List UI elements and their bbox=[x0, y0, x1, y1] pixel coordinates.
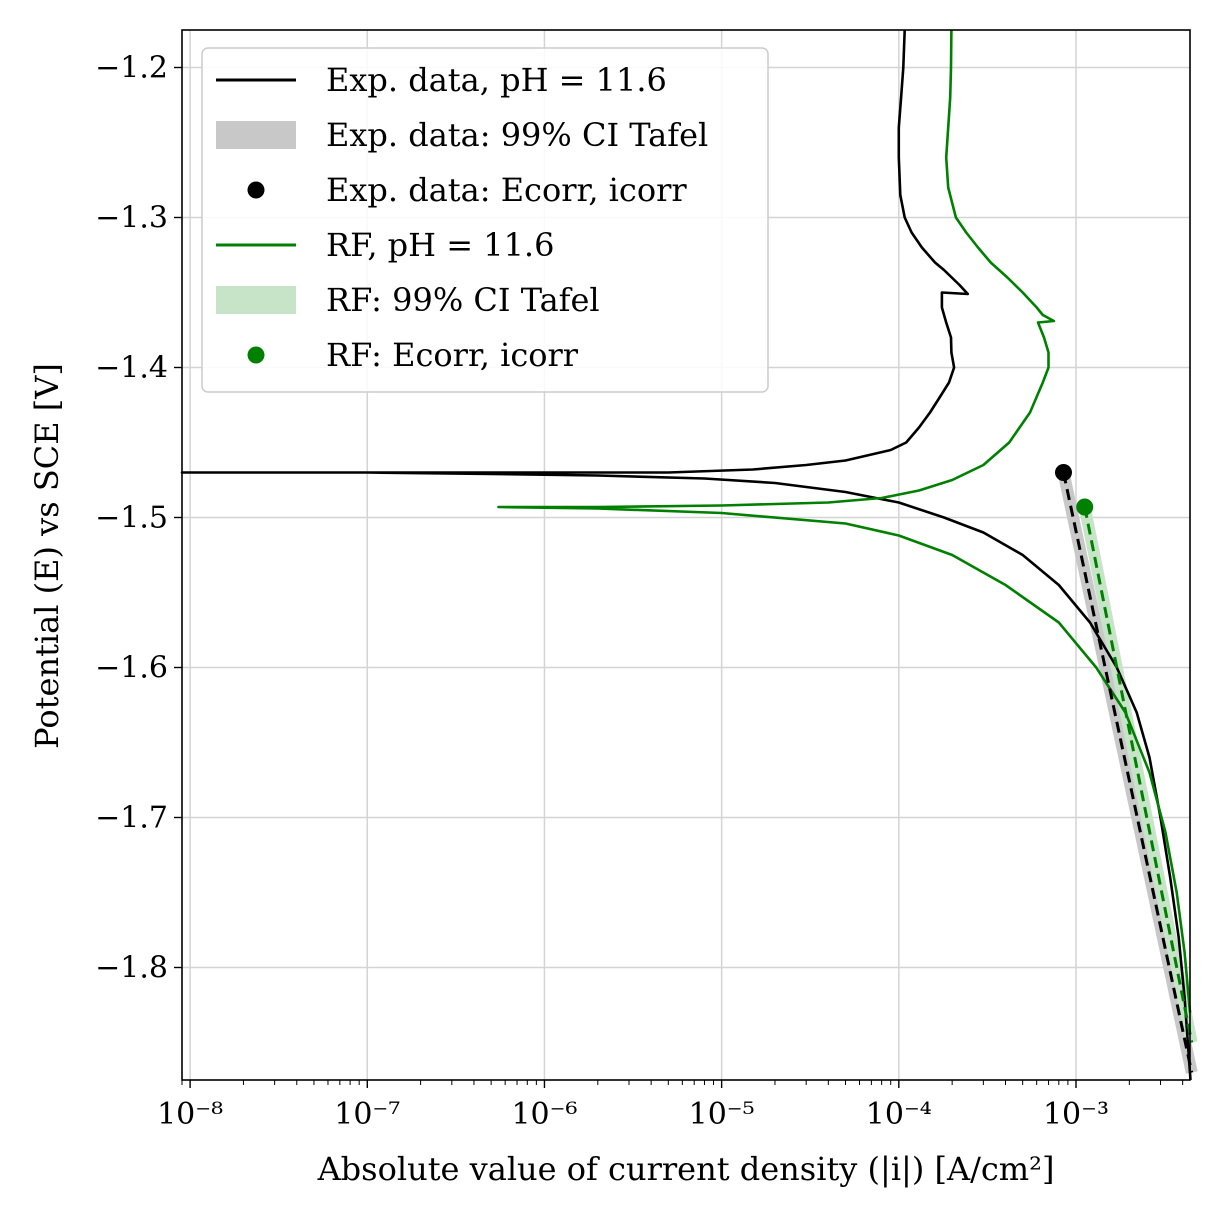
x-tick-label: 10⁻⁴ bbox=[866, 1097, 932, 1132]
y-axis-label: Potential (E) vs SCE [V] bbox=[28, 363, 66, 749]
x-tick-label: 10⁻⁵ bbox=[689, 1097, 755, 1132]
legend-patch-swatch bbox=[216, 121, 296, 149]
y-tick-label: −1.2 bbox=[95, 51, 168, 86]
legend-dot-swatch bbox=[247, 181, 265, 199]
corrosion-point bbox=[1054, 464, 1072, 481]
corrosion-points bbox=[1054, 464, 1094, 516]
corrosion-point bbox=[1076, 498, 1094, 516]
y-tick-label: −1.4 bbox=[95, 351, 168, 386]
legend-box bbox=[201, 47, 769, 393]
x-tick-label: 10⁻⁸ bbox=[157, 1097, 223, 1132]
y-axis: −1.2 −1.3 −1.4 −1.5 −1.6 −1.7 −1.8 bbox=[95, 51, 182, 986]
x-axis-label: Absolute value of current density (|i|) … bbox=[317, 1150, 1055, 1188]
y-tick-label: −1.6 bbox=[95, 651, 168, 686]
legend-entry-label: Exp. data, pH = 11.6 bbox=[326, 61, 667, 99]
legend-patch-swatch bbox=[216, 286, 296, 314]
legend-dot-swatch bbox=[247, 346, 265, 364]
tafel-fit-lines bbox=[1062, 472, 1194, 1073]
tafel-fit-line bbox=[1083, 506, 1194, 1043]
tafel-fit-line bbox=[1062, 472, 1194, 1073]
legend: Exp. data, pH = 11.6 Exp. data: 99% CI Ta… bbox=[201, 47, 769, 393]
legend-entry-label: RF: 99% CI Tafel bbox=[326, 281, 600, 319]
series-line bbox=[497, 29, 1192, 1013]
y-tick-label: −1.3 bbox=[95, 201, 168, 236]
y-tick-label: −1.7 bbox=[95, 801, 168, 836]
y-tick-label: −1.8 bbox=[95, 951, 168, 986]
legend-entry-label: Exp. data: Ecorr, icorr bbox=[326, 171, 687, 209]
legend-entry-label: Exp. data: 99% CI Tafel bbox=[326, 116, 708, 154]
series-line bbox=[180, 29, 1192, 1081]
x-tick-label: 10⁻⁷ bbox=[334, 1097, 400, 1132]
legend-entry-label: RF, pH = 11.6 bbox=[326, 226, 554, 264]
x-tick-label: 10⁻⁶ bbox=[511, 1097, 577, 1132]
legend-entry-label: RF: Ecorr, icorr bbox=[326, 336, 579, 374]
x-axis: 10⁻⁸ 10⁻⁷ 10⁻⁶ 10⁻⁵ 10⁻⁴ 10⁻³ bbox=[157, 1080, 1184, 1132]
plot-frame bbox=[181, 29, 1191, 1081]
series-lines bbox=[180, 29, 1192, 1081]
y-tick-label: −1.5 bbox=[95, 501, 168, 536]
x-tick-label: 10⁻³ bbox=[1043, 1097, 1109, 1132]
